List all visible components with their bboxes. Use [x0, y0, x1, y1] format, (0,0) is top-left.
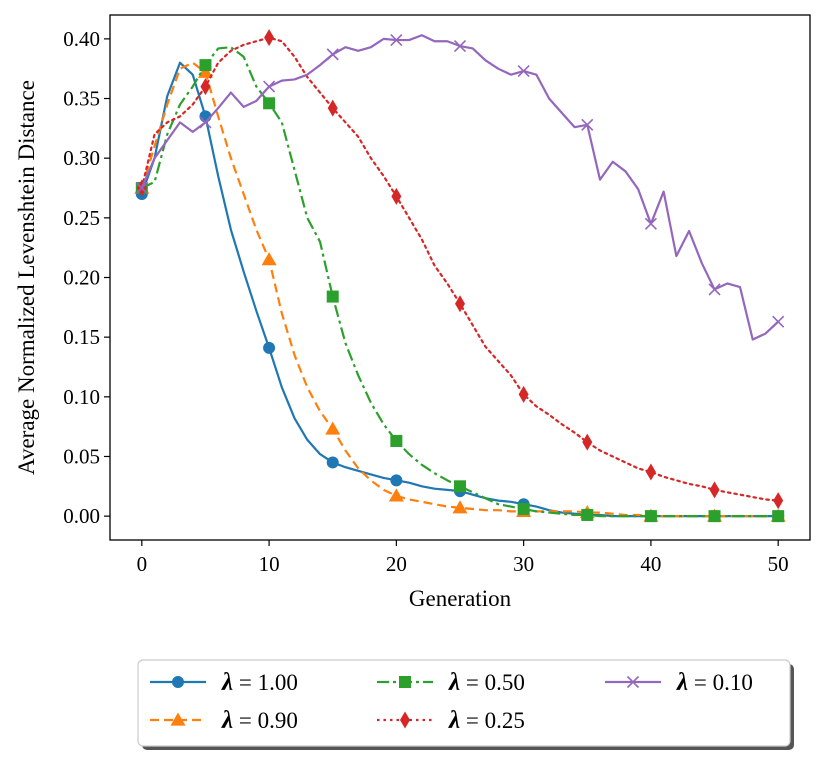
data-point — [263, 80, 276, 93]
x-tick-label: 40 — [640, 552, 661, 576]
data-point — [454, 480, 466, 493]
series-line — [140, 36, 780, 502]
series-3 — [136, 29, 784, 510]
data-point — [326, 48, 339, 61]
legend-value: = 0.50 — [460, 670, 525, 695]
data-point — [327, 99, 338, 117]
data-point — [582, 433, 593, 451]
data-point — [197, 64, 213, 78]
legend-value: = 1.00 — [233, 670, 298, 695]
legend-marker — [170, 712, 186, 726]
x-axis-label: Generation — [409, 586, 512, 611]
data-point — [708, 283, 721, 296]
legend-label: λ = 0.50 — [448, 669, 525, 696]
y-tick-label: 0.20 — [63, 266, 100, 290]
data-point — [644, 510, 657, 523]
data-point — [390, 33, 403, 47]
x-tick-label: 10 — [259, 552, 280, 576]
data-point — [517, 502, 530, 515]
data-point — [518, 385, 529, 403]
series-2 — [135, 46, 785, 523]
plot-area — [134, 29, 786, 523]
x-tick-label: 50 — [768, 552, 789, 576]
legend: λ = 1.00λ = 0.90λ = 0.50λ = 0.25λ = 0.10 — [137, 659, 794, 750]
data-point — [709, 481, 720, 499]
legend-item: λ = 0.50 — [377, 669, 525, 696]
y-tick-label: 0.15 — [63, 325, 100, 349]
y-axis: 0.00 0.05 0.10 0.15 0.20 0.25 0.30 0.35 0.40 — [63, 27, 110, 528]
data-point — [708, 510, 721, 523]
data-point — [517, 65, 530, 78]
data-point — [199, 116, 212, 129]
data-point — [326, 456, 339, 469]
legend-marker — [399, 676, 411, 688]
y-tick-label: 0.10 — [63, 385, 100, 409]
legend-label: λ = 0.10 — [676, 669, 753, 696]
x-tick-label: 30 — [513, 552, 534, 576]
plot-frame — [109, 14, 811, 541]
legend-lambda: λ — [448, 669, 460, 696]
series-1 — [134, 61, 786, 522]
data-point — [455, 295, 465, 313]
legend-label: λ = 0.90 — [221, 707, 298, 734]
data-point — [644, 217, 657, 230]
legend-item: λ = 0.25 — [377, 707, 525, 734]
legend-marker — [626, 675, 640, 689]
legend-marker — [400, 711, 410, 729]
legend-lambda: λ — [221, 707, 233, 734]
data-point — [326, 290, 339, 303]
y-tick-label: 0.05 — [63, 444, 100, 468]
legend-lambda: λ — [448, 707, 460, 734]
legend-label: λ = 0.25 — [448, 707, 525, 734]
legend-item: λ = 1.00 — [150, 669, 298, 696]
x-tick-label: 0 — [137, 552, 148, 576]
data-point — [772, 315, 785, 328]
data-point — [772, 510, 785, 523]
data-point — [135, 181, 148, 195]
series-line — [140, 34, 779, 341]
series-0 — [135, 61, 785, 523]
legend-label: λ = 1.00 — [221, 669, 298, 696]
y-tick-label: 0.40 — [63, 27, 100, 51]
data-point — [261, 252, 277, 266]
data-point — [581, 508, 594, 521]
data-point — [200, 78, 211, 96]
series-line — [140, 61, 779, 518]
legend-value: = 0.90 — [233, 708, 298, 733]
y-axis-label: Average Normalized Levenshtein Distance — [14, 80, 39, 475]
y-tick-label: 0.30 — [63, 146, 100, 170]
series-line — [140, 61, 779, 518]
data-point — [391, 187, 402, 205]
data-point — [263, 341, 276, 354]
data-point — [263, 97, 276, 110]
legend-item: λ = 0.90 — [150, 707, 298, 734]
y-tick-label: 0.00 — [63, 504, 100, 528]
data-point — [264, 29, 275, 47]
data-point — [199, 59, 212, 72]
legend-lambda: λ — [676, 669, 688, 696]
data-point — [581, 118, 594, 131]
data-point — [390, 474, 403, 487]
x-axis: 0 10 20 30 40 50 — [137, 540, 789, 576]
x-tick-label: 20 — [386, 552, 407, 576]
data-point — [388, 488, 404, 502]
data-point — [453, 39, 467, 53]
series-line — [141, 46, 779, 518]
data-point — [645, 463, 656, 481]
legend-value: = 0.10 — [688, 670, 753, 695]
legend-lambda: λ — [221, 669, 233, 696]
y-tick-label: 0.35 — [63, 87, 100, 111]
legend-value: = 0.25 — [460, 708, 525, 733]
y-tick-label: 0.25 — [63, 206, 100, 230]
series-4 — [135, 33, 785, 341]
data-point — [773, 492, 784, 510]
data-point — [452, 500, 468, 514]
legend-marker — [172, 676, 184, 688]
data-point — [325, 421, 341, 435]
legend-item: λ = 0.10 — [605, 669, 753, 696]
data-point — [390, 434, 403, 447]
